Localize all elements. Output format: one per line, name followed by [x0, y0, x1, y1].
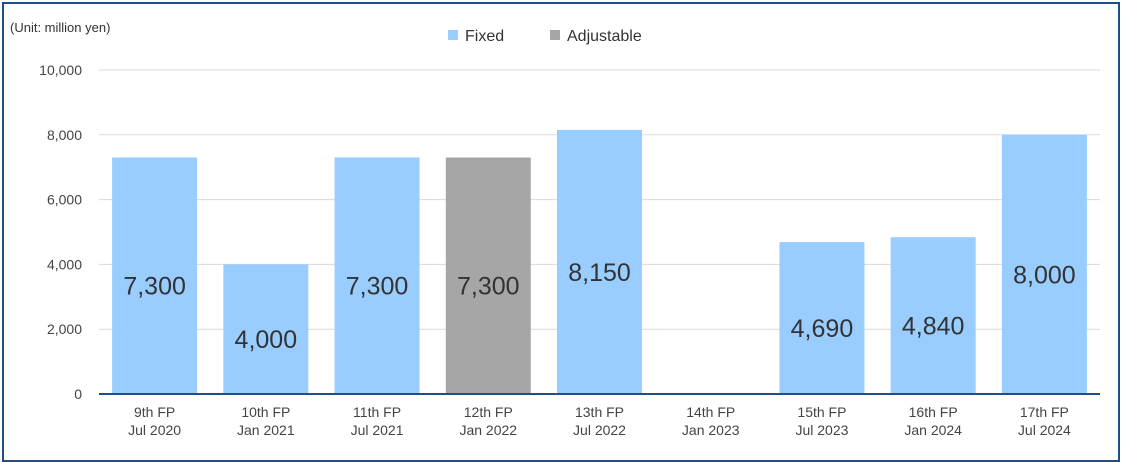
y-tick-label: 0: [74, 386, 82, 402]
y-axis: 0 2,000 4,000 6,000 8,000 10,000: [39, 62, 82, 402]
x-tick-label: 17th FP Jul 2024: [1018, 404, 1071, 438]
data-label: 8,150: [568, 259, 631, 287]
x-tick-label: 13th FP Jul 2022: [573, 404, 626, 438]
y-tick-label: 10,000: [39, 62, 82, 78]
legend-swatch-fixed: [448, 30, 458, 40]
bar: [445, 157, 531, 394]
bars: 7,300 4,000 7,300 7,300 8,150 4,690 4,840 8,000: [112, 129, 1087, 395]
bar: [890, 237, 976, 394]
data-label: 4,690: [791, 315, 854, 343]
unit-label: (Unit: million yen): [10, 20, 110, 35]
data-label: 7,300: [457, 273, 520, 301]
bar: [779, 242, 865, 394]
legend: Fixed Adjustable: [448, 28, 642, 45]
bar: [334, 157, 420, 394]
data-label: 7,300: [346, 273, 409, 301]
x-tick-label: 12th FP Jan 2022: [459, 404, 517, 438]
bar: [112, 157, 198, 394]
legend-label-fixed: Fixed: [465, 28, 504, 45]
x-tick-label: 10th FP Jan 2021: [237, 404, 295, 438]
x-tick-label: 11th FP Jul 2021: [351, 404, 404, 438]
legend-label-adjustable: Adjustable: [567, 28, 642, 45]
y-tick-label: 8,000: [47, 127, 82, 143]
y-tick-label: 6,000: [47, 192, 82, 208]
y-tick-label: 2,000: [47, 321, 82, 337]
y-tick-label: 4,000: [47, 256, 82, 272]
bar: [223, 264, 309, 394]
bar: [1001, 134, 1087, 395]
legend-swatch-adjustable: [550, 30, 560, 40]
bar: [557, 129, 642, 394]
data-label: 4,000: [235, 326, 298, 354]
bar-chart: (Unit: million yen) Fixed Adjustable 0 2,0…: [10, 20, 1100, 438]
data-label: 8,000: [1013, 261, 1076, 289]
x-tick-label: 14th FP Jan 2023: [682, 404, 740, 438]
data-label: 7,300: [123, 273, 186, 301]
x-tick-label: 16th FP Jan 2024: [904, 404, 962, 438]
x-tick-label: 15th FP Jul 2023: [795, 404, 848, 438]
x-tick-label: 9th FP Jul 2020: [128, 404, 181, 438]
x-axis: 9th FP Jul 2020 10th FP Jan 2021 11th FP Jul …: [99, 393, 1100, 438]
data-label: 4,840: [902, 313, 965, 341]
